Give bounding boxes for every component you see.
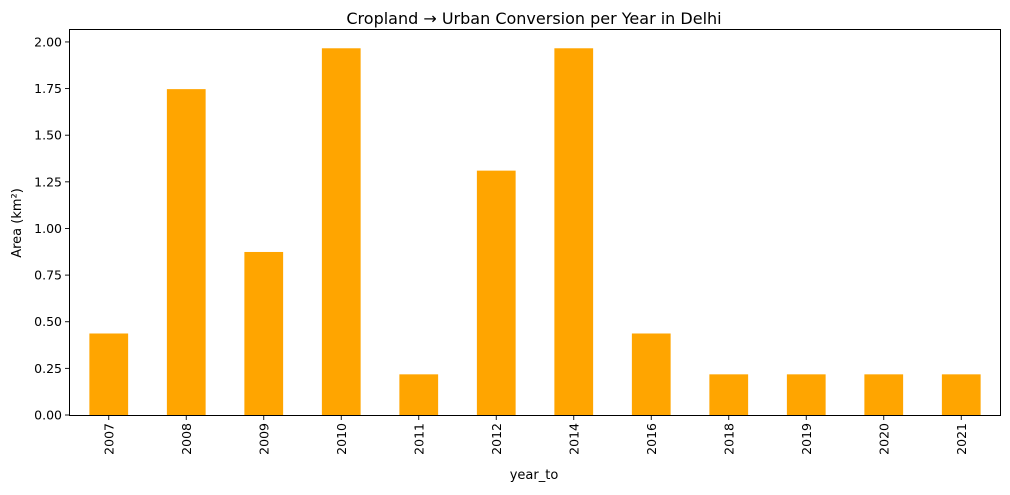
bar-2021	[941, 374, 981, 415]
bar-2008	[166, 89, 206, 415]
x-tick-label: 2019	[799, 423, 814, 455]
x-tick-label: 2007	[101, 423, 116, 455]
x-tick-label: 2021	[954, 423, 969, 455]
bar-2019	[786, 374, 826, 415]
y-tick-label: 0.75	[34, 268, 62, 283]
y-tick-label: 0.00	[34, 408, 62, 423]
y-axis-label: Area (km²)	[10, 188, 25, 258]
x-tick-label: 2014	[566, 423, 581, 455]
y-tick-label: 1.50	[34, 128, 62, 143]
bar-2010	[321, 48, 361, 415]
x-tick-label: 2020	[876, 423, 891, 455]
y-tick-label: 1.00	[34, 221, 62, 236]
bar-2007	[89, 333, 129, 415]
y-tick-label: 0.50	[34, 314, 62, 329]
bar-2016	[631, 333, 671, 415]
y-tick-label: 0.25	[34, 361, 62, 376]
x-tick-label: 2010	[334, 423, 349, 455]
x-tick-label: 2018	[721, 423, 736, 455]
plot-area-frame	[69, 29, 1001, 416]
x-tick-label: 2012	[489, 423, 504, 455]
ticks-layer: 2007 2008 2009 2010 2011 2012 2014 2016 2018 2019…	[34, 34, 969, 454]
y-tick-label: 1.75	[34, 81, 62, 96]
bar-2009	[244, 251, 284, 415]
bar-2018	[709, 374, 749, 415]
bars-layer	[89, 48, 981, 415]
x-tick-label: 2011	[411, 423, 426, 455]
y-tick-label: 2.00	[34, 34, 62, 49]
x-tick-label: 2009	[256, 423, 271, 455]
y-tick-label: 1.25	[34, 174, 62, 189]
x-axis-label: year_to	[510, 468, 559, 483]
bar-2012	[476, 170, 516, 415]
x-tick-label: 2016	[644, 423, 659, 455]
bar-2020	[864, 374, 904, 415]
x-tick-label: 2008	[179, 423, 194, 455]
bar-2011	[399, 374, 439, 415]
chart-title: Cropland → Urban Conversion per Year in …	[346, 9, 721, 28]
bar-2014	[554, 48, 594, 415]
